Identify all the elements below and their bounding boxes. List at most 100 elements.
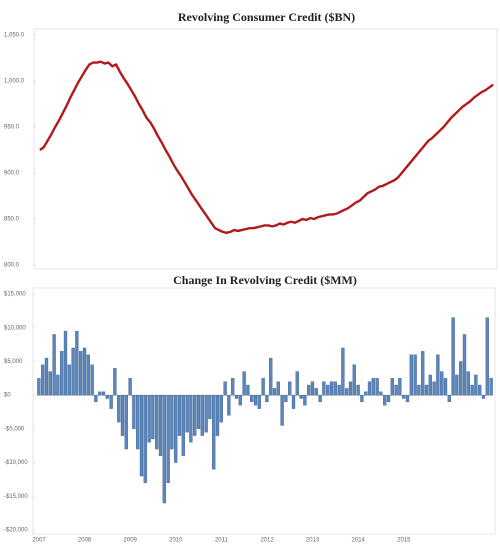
bar — [280, 394, 284, 426]
bar — [166, 394, 170, 483]
bar — [215, 394, 220, 436]
bar — [314, 388, 318, 396]
x-tick-label: 2014 — [352, 538, 366, 544]
bar — [348, 381, 353, 396]
bar — [117, 394, 121, 423]
bar — [421, 351, 425, 396]
bar — [303, 394, 307, 406]
bar — [402, 394, 406, 399]
bar — [242, 371, 246, 396]
bar — [451, 317, 455, 396]
bar — [212, 394, 216, 470]
bar — [204, 394, 208, 433]
bar — [82, 347, 87, 396]
bar — [276, 381, 280, 396]
bar — [158, 394, 163, 456]
x-tick-label: 2011 — [215, 538, 229, 544]
bar — [424, 384, 429, 396]
bar — [136, 394, 140, 450]
bar — [238, 394, 242, 406]
x-tick-label: 2012 — [260, 538, 274, 544]
bar — [113, 368, 117, 396]
bar — [489, 378, 493, 396]
bar — [333, 381, 337, 396]
bar — [371, 378, 375, 396]
bar — [386, 394, 391, 403]
bar — [394, 384, 398, 396]
bar — [67, 364, 71, 396]
chart-title: Change In Revolving Credit ($MM) — [173, 273, 357, 287]
bar — [466, 371, 470, 396]
x-tick-label: 2007 — [32, 538, 46, 544]
bar — [375, 378, 379, 396]
y-tick-label: $15,000 — [4, 292, 26, 298]
bar — [322, 381, 326, 396]
bar — [231, 378, 235, 396]
y-tick-label: 1,000.0 — [4, 79, 25, 85]
bar — [462, 334, 467, 396]
plot-frame — [33, 28, 498, 270]
bar — [37, 378, 41, 396]
bar — [124, 394, 128, 450]
y-tick-label: 950.0 — [4, 125, 20, 131]
bar — [432, 381, 436, 396]
y-tick-label: -$10,000 — [4, 460, 28, 466]
bar — [352, 364, 356, 396]
bar — [234, 394, 239, 399]
bar — [383, 394, 387, 406]
bar — [246, 384, 250, 396]
bar — [310, 381, 315, 396]
plot-frame — [32, 287, 496, 535]
y-tick-label: 1,050.0 — [4, 33, 25, 39]
bar — [75, 330, 79, 396]
bar — [481, 394, 486, 399]
bar — [196, 394, 201, 430]
bar — [405, 394, 410, 403]
bar — [227, 394, 231, 416]
bar — [63, 330, 68, 396]
y-tick-label: -$20,000 — [4, 528, 28, 534]
bar — [470, 384, 474, 396]
y-tick-label: $0 — [4, 393, 11, 399]
bar — [257, 394, 261, 409]
bar — [459, 361, 463, 396]
bar — [253, 394, 258, 406]
y-tick-label: -$15,000 — [4, 494, 28, 500]
bar — [177, 394, 182, 436]
bar — [341, 347, 345, 396]
bar — [79, 351, 83, 396]
bar — [409, 354, 413, 396]
bar — [356, 384, 360, 396]
bar — [147, 394, 151, 443]
bar — [436, 354, 440, 396]
bar — [48, 371, 52, 396]
bar — [90, 364, 94, 396]
bar — [337, 384, 341, 396]
bar — [223, 381, 227, 396]
bar — [291, 394, 296, 409]
bar — [295, 371, 299, 396]
bar — [189, 394, 193, 443]
bar — [485, 317, 489, 396]
bar — [345, 388, 349, 396]
bar — [478, 384, 482, 396]
bar — [193, 394, 197, 436]
bar — [284, 394, 288, 403]
bar — [94, 394, 98, 403]
bar — [143, 394, 147, 483]
bar — [52, 334, 56, 396]
bar — [56, 374, 60, 396]
bar — [174, 394, 178, 463]
bar — [208, 394, 212, 419]
bar — [132, 394, 136, 430]
bar — [455, 374, 459, 396]
bar — [139, 394, 144, 477]
bar — [318, 394, 322, 403]
x-tick-label: 2008 — [78, 538, 92, 544]
bar — [379, 391, 383, 396]
y-tick-label: $10,000 — [4, 325, 26, 331]
bar — [71, 347, 75, 396]
x-tick-label: 2010 — [169, 538, 183, 544]
bar — [329, 381, 334, 396]
